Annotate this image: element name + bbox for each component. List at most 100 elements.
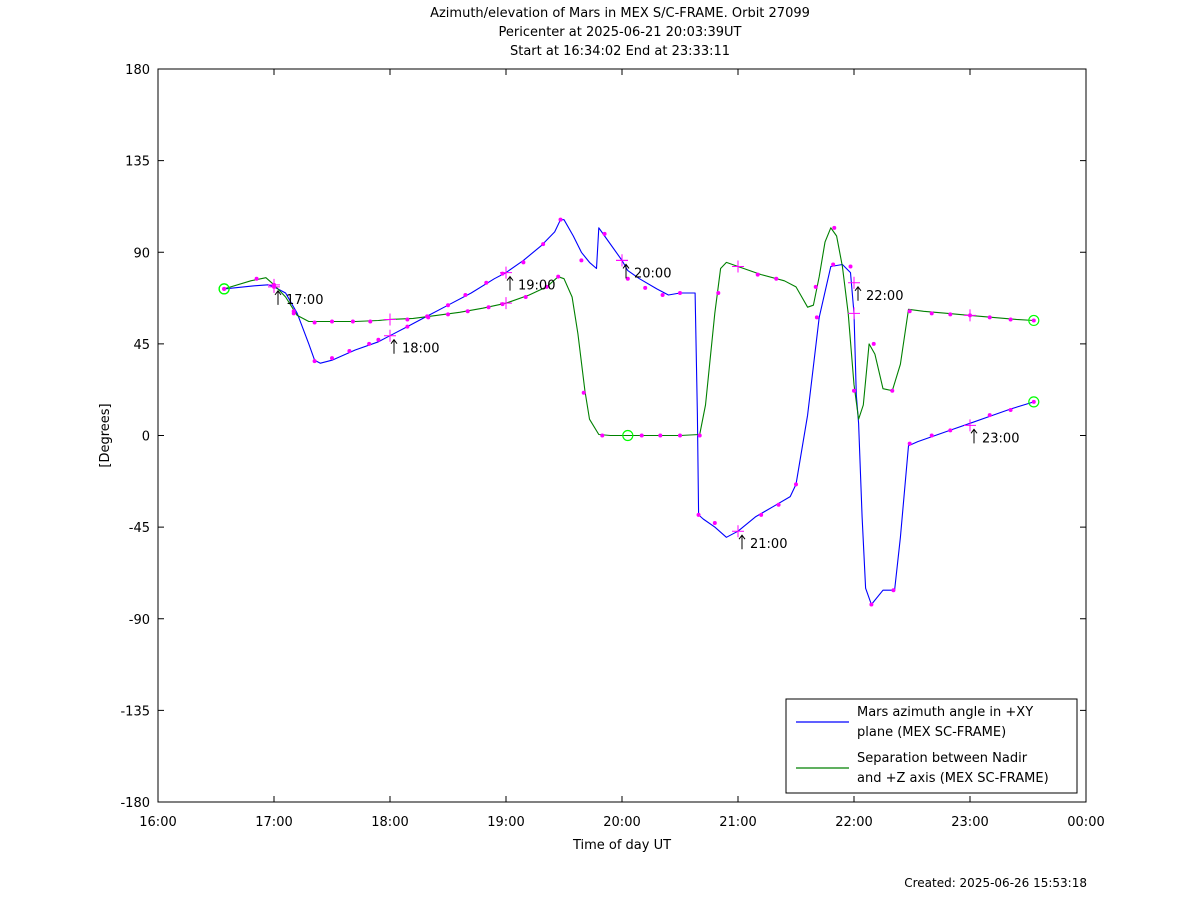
- series-1-point: [579, 258, 584, 263]
- chart-subtitle: Pericenter at 2025-06-21 20:03:39UT: [498, 25, 741, 40]
- series-1-point: [696, 512, 701, 517]
- series-2-point: [987, 315, 992, 320]
- series-2-point: [581, 390, 586, 395]
- series-1-point: [948, 428, 953, 433]
- legend-label-1: Mars azimuth angle in +XY: [857, 705, 1033, 720]
- series-1-point: [312, 359, 317, 364]
- series-2-point: [755, 272, 760, 277]
- series-1-point: [405, 324, 410, 329]
- hour-annotation-label: 17:00: [286, 293, 323, 308]
- series-1-point: [558, 217, 563, 222]
- series-2-endpoint: [1028, 314, 1040, 327]
- series-line-1: [224, 219, 1034, 606]
- y-axis-label: [Degrees]: [98, 403, 113, 467]
- series-1-point: [891, 588, 896, 593]
- series-1-point: [367, 341, 372, 346]
- series-2-point: [1008, 317, 1013, 322]
- series-1-point: [643, 285, 648, 290]
- series-1-point: [814, 315, 819, 320]
- hour-annotation-label: 21:00: [750, 537, 787, 552]
- series-1-point: [759, 512, 764, 517]
- series-2-point: [291, 311, 296, 316]
- series-1-point: [1031, 399, 1036, 404]
- series-2-point: [523, 295, 528, 300]
- series-1-point: [794, 482, 798, 487]
- series-2-point: [890, 388, 895, 393]
- series-2-hour-marker: [848, 276, 860, 289]
- series-1-point: [376, 337, 381, 342]
- series-1-point: [446, 303, 450, 308]
- series-2-point: [639, 433, 644, 438]
- hour-annotation-layer: 17:00 18:00 19:00 20:00 21:00 22:00 23:00: [274, 263, 1019, 552]
- series-1-hour-marker: [500, 266, 512, 279]
- series-2-point: [697, 433, 702, 438]
- legend: Mars azimuth angle in +XY plane (MEX SC-F…: [785, 698, 1078, 794]
- series-1-hour-marker: [384, 329, 396, 342]
- series-1-point: [660, 293, 665, 298]
- series-1-point: [776, 502, 781, 507]
- series-2-endpoint: [622, 429, 634, 442]
- series-2-point: [948, 312, 953, 317]
- series-2-hour-marker: [732, 260, 744, 273]
- y-tick-label: 45: [133, 338, 150, 353]
- series-1-point: [602, 231, 607, 236]
- series-1-point: [712, 521, 717, 526]
- series-2-point: [658, 433, 663, 438]
- series-2-point: [486, 305, 491, 310]
- legend-box: [785, 698, 1078, 794]
- series-1-point: [521, 260, 526, 265]
- series-1-point: [848, 264, 853, 269]
- legend-label-2: and +Z axis (MEX SC-FRAME): [857, 771, 1049, 786]
- series-2-point: [813, 284, 818, 289]
- x-tick-label: 21:00: [719, 815, 756, 830]
- series-2-hour-marker: [268, 278, 280, 291]
- series-1-point: [330, 356, 334, 361]
- x-axis-label: Time of day UT: [572, 838, 671, 853]
- hour-annotation-arrow: [738, 534, 746, 550]
- y-tick-label: 0: [142, 430, 150, 445]
- series-1-point: [929, 433, 934, 438]
- y-tick-label: -135: [120, 704, 150, 719]
- hour-annotation-arrow: [274, 290, 282, 305]
- x-tick-label: 18:00: [371, 815, 408, 830]
- series-2-point: [832, 225, 837, 230]
- hour-annotation-arrow: [506, 275, 514, 291]
- y-tick-label: 90: [133, 246, 150, 261]
- series-2-point: [405, 317, 410, 322]
- series-1-point: [347, 349, 352, 354]
- hour-annotation-arrow: [970, 428, 978, 444]
- series-1-hour-marker: [848, 307, 860, 320]
- hour-annotation-arrow: [390, 338, 398, 354]
- x-tick-label: 19:00: [487, 815, 524, 830]
- x-tick-label: 20:00: [603, 815, 640, 830]
- series-1-point: [484, 280, 489, 285]
- series-1-point: [678, 290, 682, 295]
- series-1-point: [541, 242, 546, 247]
- series-line-2: [223, 227, 1034, 437]
- x-tick-label: 16:00: [139, 815, 176, 830]
- series-1-hour-marker: [732, 525, 744, 538]
- series-2-point: [929, 311, 934, 316]
- series-2-hour-marker: [616, 254, 628, 267]
- legend-label-2: Separation between Nadir: [857, 751, 1028, 766]
- x-tick-label: 22:00: [835, 815, 872, 830]
- series-2-hour-marker: [384, 313, 396, 326]
- series-1-point: [907, 441, 912, 446]
- series-1-point: [831, 262, 836, 267]
- series-2-point: [254, 276, 259, 281]
- series-2-point: [222, 286, 227, 291]
- series-2-point: [1031, 318, 1036, 323]
- series-2-point: [426, 315, 431, 320]
- series-2-point: [716, 290, 721, 295]
- created-timestamp: Created: 2025-06-26 15:53:18: [904, 876, 1087, 890]
- series-2-point: [350, 319, 355, 324]
- series-1-point: [987, 413, 992, 418]
- series-2-point: [544, 284, 549, 289]
- hour-annotation-label: 20:00: [634, 266, 671, 281]
- chart-title-group: Azimuth/elevation of Mars in MEX S/C-FRA…: [430, 6, 810, 59]
- series-2-point: [368, 319, 373, 324]
- hour-annotation-label: 22:00: [866, 289, 903, 304]
- series-2-point: [852, 388, 856, 393]
- hour-annotation-arrow: [622, 263, 630, 279]
